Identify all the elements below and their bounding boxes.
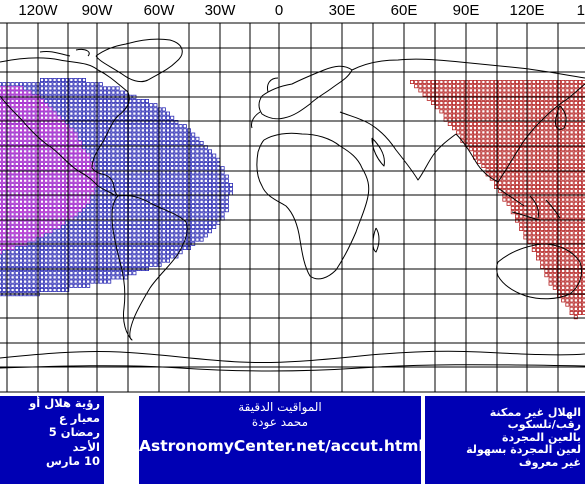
legend-left-line: الأحد [72,439,100,454]
legend-left-panel: رؤية هلال أو معيار ع رمضان 5 الأحد 10 ما… [0,396,104,484]
longitude-label: 30E [328,2,356,19]
lat-lon-grid [0,22,585,393]
legend-right-line: رقب/تلسكوب [507,418,581,432]
longitude-label: 15 [576,2,585,19]
longitude-label: 120E [509,2,545,19]
longitude-label: 30W [204,2,236,19]
legend-center-title: المواقيت الدقيقة [238,400,322,414]
legend-right-line: غير معروف [518,455,581,469]
coastlines [0,38,585,372]
legend-center-author: محمد عودة [251,415,309,429]
legend-center-url[interactable]: AstronomyCenter.net/accut.html [139,437,421,455]
legend-center-panel: المواقيت الدقيقة محمد عودة AstronomyCent… [139,396,421,484]
legend-right-line: بالعين المجردة [501,430,581,444]
legend-right-panel: الهلال غير ممكنة رقب/تلسكوب بالعين المجر… [425,396,585,484]
legend-left-line: معيار ع [58,410,100,425]
longitude-label: 90W [81,2,113,19]
longitude-label: 60W [143,2,175,19]
legend-right-line: الهلال غير ممكنة [489,406,581,419]
longitude-label: 0 [274,2,284,19]
longitude-label: 60E [390,2,418,19]
longitude-label: 90E [452,2,480,19]
legend-left-line: رمضان 5 [48,425,100,439]
longitude-labels: 120W 90W 60W 30W 0 30E 60E 90E 120E 15 [0,0,585,22]
legend-left-line: رؤية هلال أو [29,396,100,410]
legend-right-line: لعين المجردة بسهولة [466,443,581,457]
legend-left-line: 10 مارس [46,454,100,468]
longitude-label: 120W [18,2,58,19]
